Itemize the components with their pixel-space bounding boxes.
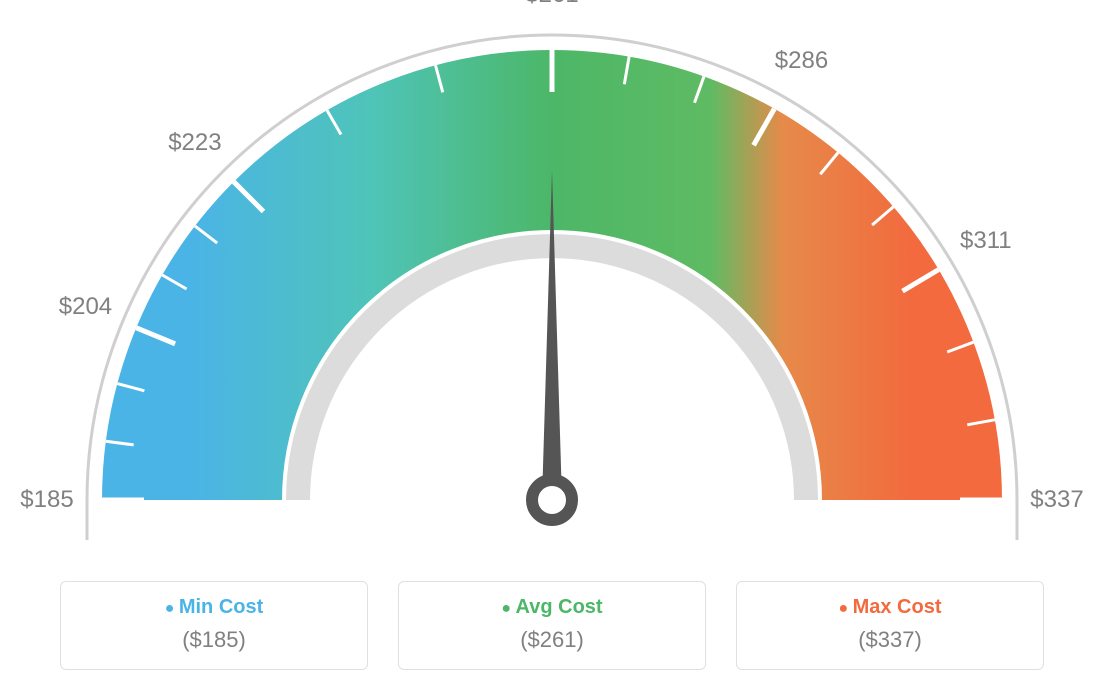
gauge-tick-label: $337 bbox=[1030, 486, 1083, 514]
gauge-tick-label: $185 bbox=[20, 486, 73, 514]
legend-card-min: Min Cost ($185) bbox=[60, 581, 368, 670]
gauge-svg bbox=[0, 0, 1104, 560]
legend-label-avg: Avg Cost bbox=[399, 596, 705, 619]
legend-card-max: Max Cost ($337) bbox=[736, 581, 1044, 670]
gauge-tick-label: $204 bbox=[59, 293, 112, 321]
gauge-needle-base bbox=[532, 480, 572, 520]
legend-label-min: Min Cost bbox=[61, 596, 367, 619]
legend-value-max: ($337) bbox=[737, 627, 1043, 653]
legend-row: Min Cost ($185) Avg Cost ($261) Max Cost… bbox=[0, 581, 1104, 670]
gauge-tick-label: $223 bbox=[168, 129, 221, 157]
gauge-tick-label: $286 bbox=[775, 47, 828, 75]
legend-card-avg: Avg Cost ($261) bbox=[398, 581, 706, 670]
legend-label-max: Max Cost bbox=[737, 596, 1043, 619]
gauge-tick-label: $261 bbox=[525, 0, 578, 9]
legend-value-avg: ($261) bbox=[399, 627, 705, 653]
legend-value-min: ($185) bbox=[61, 627, 367, 653]
gauge-tick-label: $311 bbox=[960, 227, 1012, 255]
cost-gauge: $185 $204 $223 $261 $286 $311 $337 bbox=[0, 0, 1104, 560]
